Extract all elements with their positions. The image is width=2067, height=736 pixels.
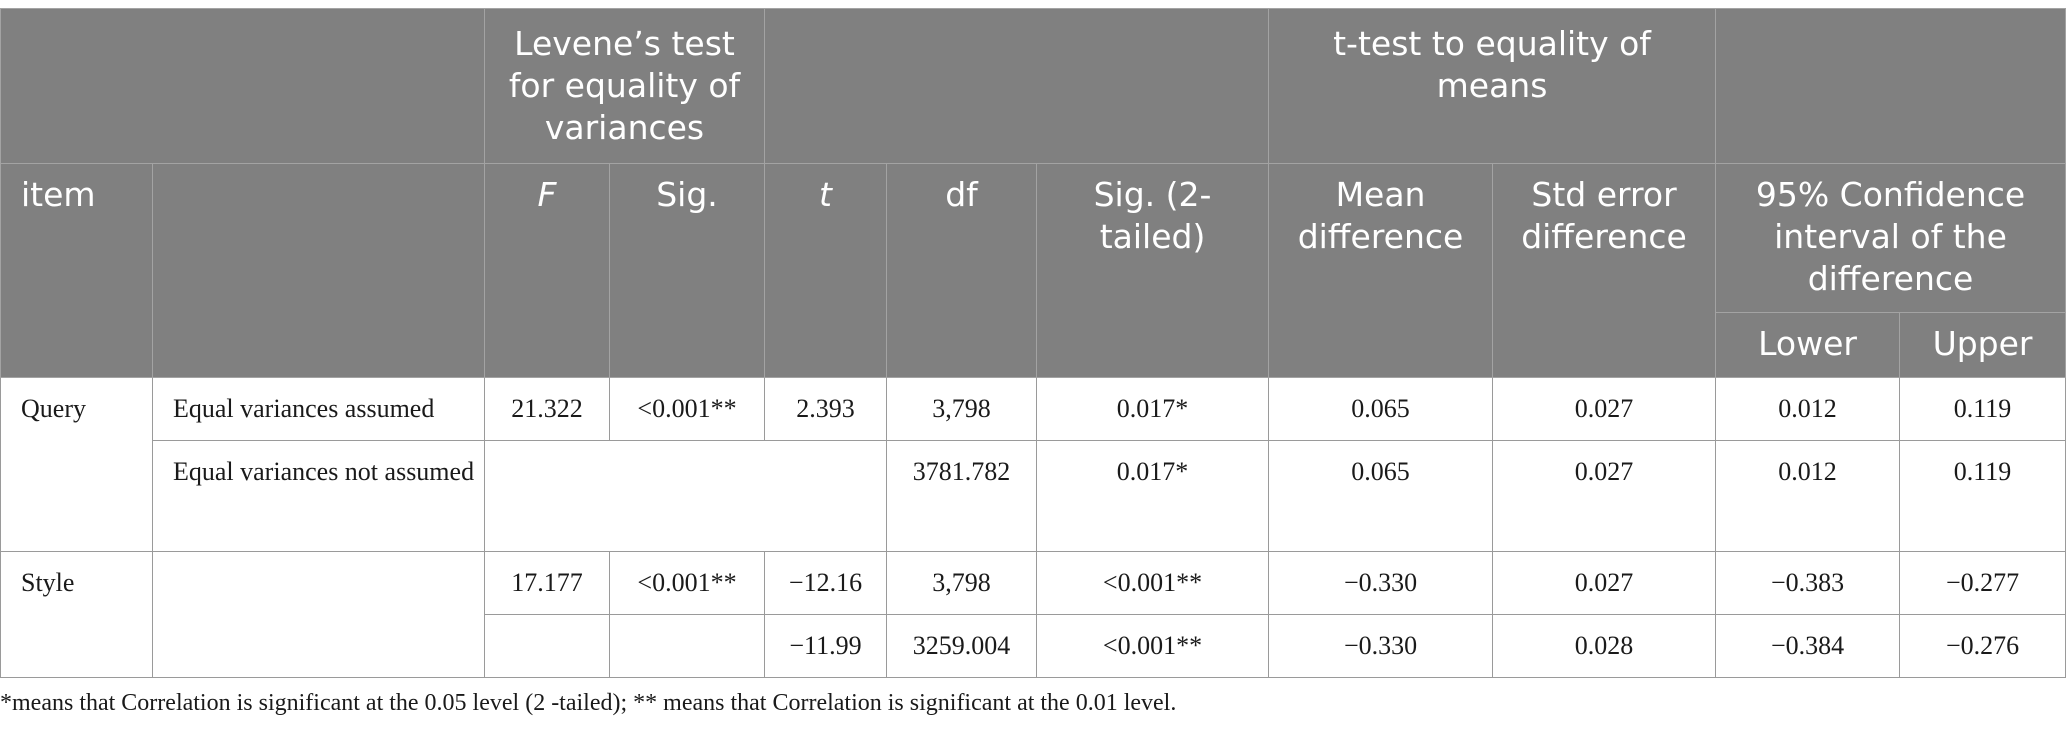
- cell-sig: <0.001**: [609, 377, 765, 441]
- cell-df: 3,798: [886, 377, 1037, 441]
- cell-std-error: 0.028: [1492, 614, 1717, 678]
- cell-mean-difference: 0.065: [1268, 377, 1494, 441]
- cell-t: −11.99: [764, 614, 887, 678]
- header-t: t: [764, 163, 887, 378]
- header-sig: Sig.: [609, 163, 765, 378]
- cell-lower: −0.384: [1715, 614, 1901, 678]
- header-row-groups: Levene’s test for equality of variances …: [0, 8, 2067, 164]
- cell-f: 21.322: [484, 377, 610, 441]
- table-footnote: *means that Correlation is significant a…: [0, 690, 1177, 716]
- cell-mean-difference: −0.330: [1268, 614, 1494, 678]
- header-mean-difference: Mean difference: [1268, 163, 1494, 378]
- table-row: Query Equal variances assumed 21.322 <0.…: [0, 377, 2067, 552]
- cell-upper: 0.119: [1899, 377, 2067, 441]
- header-sig-2-tailed: Sig. (2-tailed): [1035, 163, 1270, 378]
- cell-f: 17.177: [484, 551, 610, 615]
- table-row: Equal variances not assumed 3781.782 0.0…: [1, 440, 2067, 552]
- cell-sig: <0.001**: [609, 551, 765, 615]
- cell-mean-difference: 0.065: [1268, 440, 1494, 552]
- header-blank-cell: [763, 8, 1270, 164]
- header-item: item: [0, 163, 153, 378]
- cell-df: 3,798: [886, 551, 1037, 615]
- header-row-bounds: Lower Upper: [1, 312, 2067, 378]
- cell-df: 3781.782: [886, 440, 1037, 552]
- cell-empty: [152, 551, 485, 678]
- cell-lower: 0.012: [1715, 440, 1901, 552]
- cell-sig-2-tailed: <0.001**: [1035, 614, 1270, 678]
- cell-std-error: 0.027: [1492, 440, 1717, 552]
- table-header: Levene’s test for equality of variances …: [0, 8, 2067, 378]
- header-blank-cell: [152, 163, 485, 378]
- header-f: F: [484, 163, 610, 378]
- table-body: Query Equal variances assumed 21.322 <0.…: [0, 377, 2067, 678]
- cell-sig-2-tailed: 0.017*: [1035, 440, 1270, 552]
- results-table-container: Levene’s test for equality of variances …: [0, 8, 2067, 678]
- cell-lower: 0.012: [1715, 377, 1901, 441]
- cell-sig-2-tailed: 0.017*: [1035, 377, 1270, 441]
- header-ttest-group: t-test to equality of means: [1268, 8, 1717, 164]
- header-confidence-interval: 95% Confidence interval of the differenc…: [1715, 163, 2067, 313]
- cell-empty: [609, 614, 765, 678]
- levene-ttest-table: Levene’s test for equality of variances …: [0, 8, 2067, 678]
- cell-sig-2-tailed: <0.001**: [1035, 551, 1270, 615]
- header-std-error-difference: Std error difference: [1492, 163, 1717, 378]
- table-row: −11.99 3259.004 <0.001** −0.330 0.028 −0…: [1, 614, 2067, 678]
- header-row-columns: item F Sig. t df Sig. (2-tailed) Mean di…: [0, 163, 2067, 378]
- cell-assumption: Equal variances not assumed: [152, 440, 485, 552]
- cell-upper: 0.119: [1899, 440, 2067, 552]
- cell-df: 3259.004: [886, 614, 1037, 678]
- header-blank-cell: [0, 8, 485, 164]
- cell-lower: −0.383: [1715, 551, 1901, 615]
- header-lower: Lower: [1715, 312, 1901, 378]
- cell-upper: −0.276: [1899, 614, 2067, 678]
- cell-empty: [484, 614, 610, 678]
- cell-t: −12.16: [764, 551, 887, 615]
- cell-upper: −0.277: [1899, 551, 2067, 615]
- header-levene-group: Levene’s test for equality of variances: [484, 8, 765, 164]
- cell-assumption: Equal variances assumed: [152, 377, 485, 441]
- cell-std-error: 0.027: [1492, 551, 1717, 615]
- cell-mean-difference: −0.330: [1268, 551, 1494, 615]
- cell-std-error: 0.027: [1492, 377, 1717, 441]
- cell-item: Style: [0, 551, 153, 678]
- cell-item: Query: [0, 377, 153, 552]
- table-row: Style 17.177 <0.001** −12.16 3,798 <0.00…: [0, 551, 2067, 678]
- header-df: df: [886, 163, 1037, 378]
- header-blank-cell: [1715, 8, 2067, 164]
- header-upper: Upper: [1899, 312, 2067, 378]
- cell-t: 2.393: [764, 377, 887, 441]
- cell-empty: [484, 440, 887, 552]
